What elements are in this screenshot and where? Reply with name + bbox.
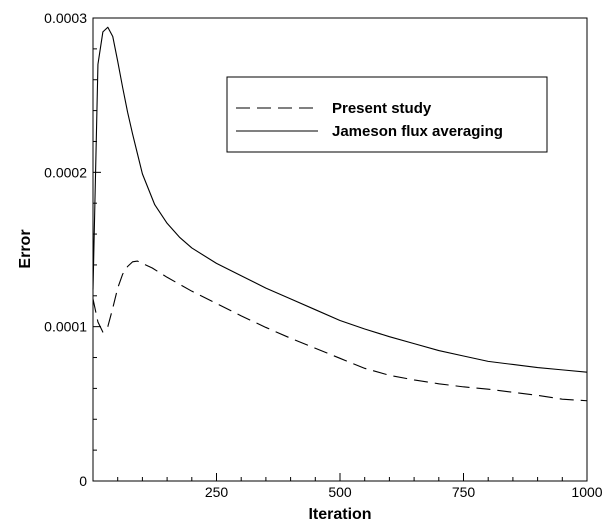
legend-label-jameson-flux-averaging: Jameson flux averaging bbox=[332, 123, 503, 140]
series-line-jameson-flux-averaging bbox=[92, 26, 588, 373]
x-axis-ticks: 250 500 750 1000 bbox=[117, 473, 603, 500]
x-tick-label: 250 bbox=[205, 484, 229, 500]
legend-label-present-study: Present study bbox=[332, 100, 432, 117]
y-tick-label: 0.0002 bbox=[44, 164, 87, 180]
y-tick-label: 0.0001 bbox=[44, 319, 87, 335]
y-tick-label: 0.0003 bbox=[44, 10, 87, 26]
legend-box bbox=[226, 76, 548, 153]
x-tick-label: 500 bbox=[328, 484, 352, 500]
y-axis-ticks: 0 0.0001 0.0002 0.0003 bbox=[44, 10, 101, 489]
x-tick-label: 750 bbox=[452, 484, 476, 500]
y-tick-label: 0 bbox=[79, 473, 87, 489]
legend: Present study Jameson flux averaging bbox=[226, 76, 548, 153]
x-tick-label: 1000 bbox=[571, 484, 602, 500]
y-axis-title: Error bbox=[17, 229, 34, 268]
x-axis-title: Iteration bbox=[308, 506, 371, 523]
series-layer bbox=[92, 26, 588, 402]
series-line-present-study bbox=[92, 260, 588, 402]
